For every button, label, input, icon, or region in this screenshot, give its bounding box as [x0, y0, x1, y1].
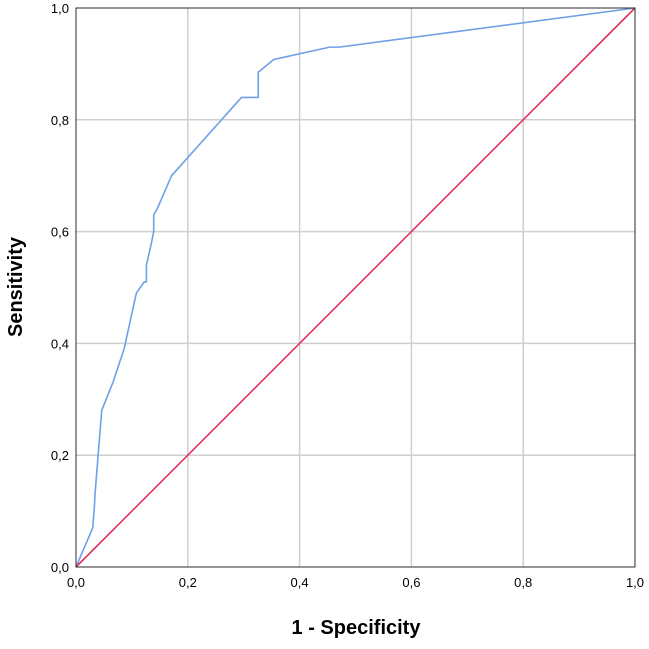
grid-lines [76, 8, 635, 567]
x-tick-label: 0,6 [402, 575, 420, 590]
x-tick-label: 0,0 [67, 575, 85, 590]
x-tick-label: 1,0 [626, 575, 644, 590]
roc-curve-line [75, 7, 636, 568]
x-tick-labels: 0,0 0,2 0,4 0,6 0,8 1,0 [67, 575, 644, 590]
y-axis-title: Sensitivity [5, 236, 27, 337]
x-tick-label: 0,2 [179, 575, 197, 590]
series-layer [75, 7, 636, 568]
plot-frame [75, 7, 636, 568]
y-tick-label: 0,4 [51, 336, 69, 351]
y-tick-label: 0,0 [51, 560, 69, 575]
reference-diagonal-line [75, 7, 636, 568]
y-tick-label: 1,0 [51, 1, 69, 16]
x-axis-title: 1 - Specificity [292, 617, 422, 639]
y-tick-label: 0,6 [51, 225, 69, 240]
y-tick-labels: 0,0 0,2 0,4 0,6 0,8 1,0 [51, 1, 69, 575]
x-tick-label: 0,4 [291, 575, 309, 590]
x-tick-label: 0,8 [514, 575, 532, 590]
y-tick-label: 0,8 [51, 113, 69, 128]
y-tick-label: 0,2 [51, 448, 69, 463]
